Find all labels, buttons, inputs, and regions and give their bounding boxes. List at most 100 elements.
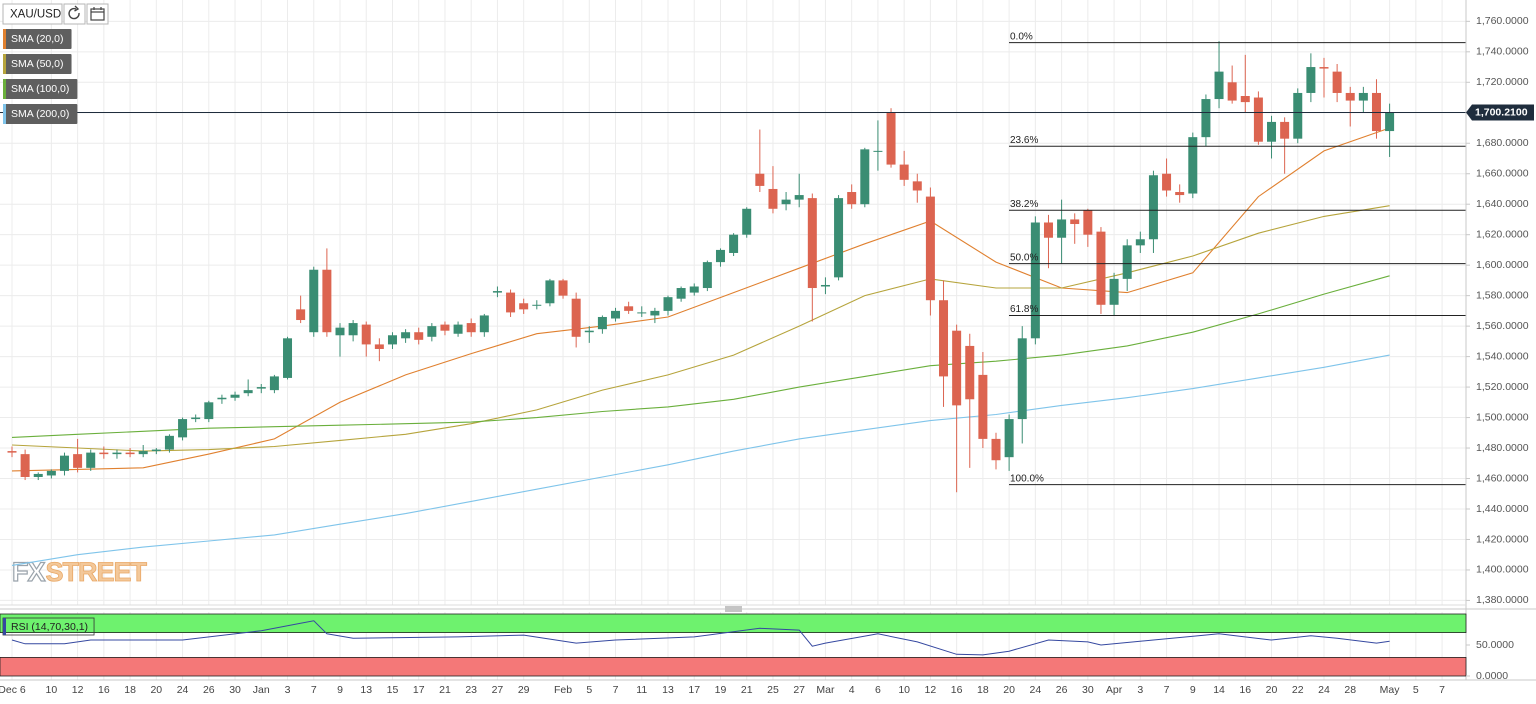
y-tick-label: 1,580.0000 bbox=[1476, 289, 1529, 301]
legend-swatch bbox=[3, 618, 6, 635]
candle-body bbox=[1385, 112, 1395, 132]
panel-resize-handle[interactable] bbox=[725, 606, 742, 612]
y-tick-label: 1,440.0000 bbox=[1476, 503, 1529, 515]
candle-body bbox=[1030, 222, 1040, 339]
candle-body bbox=[479, 315, 489, 333]
legend-label: SMA (200,0) bbox=[11, 108, 69, 120]
calendar-button[interactable] bbox=[86, 3, 109, 25]
x-tick-label: 7 bbox=[613, 684, 619, 696]
x-tick-label: 9 bbox=[337, 684, 343, 696]
candle-body bbox=[729, 234, 739, 253]
candle-body bbox=[296, 309, 306, 321]
x-tick-label: 15 bbox=[387, 684, 399, 696]
candle-body bbox=[401, 332, 411, 339]
fib-label: 23.6% bbox=[1010, 135, 1038, 146]
candle-body bbox=[689, 286, 699, 293]
candle-body bbox=[702, 262, 712, 289]
candle-body bbox=[20, 454, 30, 477]
candle-body bbox=[453, 324, 463, 334]
legend-swatch bbox=[3, 79, 6, 99]
candle-body bbox=[611, 310, 621, 319]
candle-body bbox=[912, 181, 922, 191]
candle-body bbox=[545, 280, 555, 304]
x-tick-label: 25 bbox=[767, 684, 779, 696]
candle-body bbox=[243, 390, 253, 394]
y-tick-label: 1,720.0000 bbox=[1476, 76, 1529, 88]
fib-label: 61.8% bbox=[1010, 304, 1038, 315]
candle-body bbox=[965, 345, 975, 400]
candle-body bbox=[1135, 239, 1145, 246]
x-tick-label: 19 bbox=[715, 684, 727, 696]
x-tick-label: 20 bbox=[1266, 684, 1278, 696]
x-tick-label: 13 bbox=[662, 684, 674, 696]
candle-body bbox=[1070, 219, 1080, 225]
candle-layer bbox=[7, 41, 1395, 493]
watermark: FX bbox=[12, 557, 45, 587]
candle-body bbox=[899, 164, 909, 180]
candle-body bbox=[558, 280, 568, 296]
candle-body bbox=[939, 300, 949, 377]
y-tick-label: 1,400.0000 bbox=[1476, 564, 1529, 576]
x-tick-label: 5 bbox=[586, 684, 592, 696]
x-tick-label: 5 bbox=[1413, 684, 1419, 696]
legend-label: SMA (100,0) bbox=[11, 83, 69, 95]
x-tick-label: 4 bbox=[849, 684, 855, 696]
candle-body bbox=[1280, 121, 1290, 139]
y-tick-label: 1,460.0000 bbox=[1476, 472, 1529, 484]
sma-line bbox=[11, 127, 1390, 472]
candle-body bbox=[466, 323, 476, 333]
x-tick-label: 29 bbox=[518, 684, 530, 696]
y-tick-label: 1,600.0000 bbox=[1476, 259, 1529, 271]
y-tick-label: 1,480.0000 bbox=[1476, 442, 1529, 454]
x-tick-label: 21 bbox=[439, 684, 451, 696]
candle-body bbox=[1017, 338, 1027, 420]
rsi-panel: 50.0000 0.0000 RSI (14,70,30,1) bbox=[0, 613, 1514, 682]
rsi-y-tick-label: 0.0000 bbox=[1476, 670, 1508, 682]
annotation-layer: 0.0% 23.6% 38.2% 50.0% 61.8% 100.0% bbox=[0, 31, 1466, 486]
x-tick-label: 24 bbox=[1318, 684, 1330, 696]
toolbar: XAU/USD bbox=[2, 3, 109, 25]
candle-body bbox=[361, 324, 371, 345]
candle-body bbox=[637, 312, 647, 314]
candle-body bbox=[256, 387, 266, 389]
candle-body bbox=[847, 192, 857, 205]
x-tick-label: 3 bbox=[1137, 684, 1143, 696]
candle-body bbox=[663, 297, 673, 311]
candle-body bbox=[755, 173, 765, 186]
candle-body bbox=[676, 288, 686, 299]
legend-item[interactable] bbox=[3, 29, 72, 49]
symbol-box[interactable] bbox=[2, 3, 63, 25]
y-tick-label: 1,640.0000 bbox=[1476, 198, 1529, 210]
candle-body bbox=[269, 376, 279, 391]
legend-item[interactable] bbox=[3, 79, 78, 99]
candle-body bbox=[715, 249, 725, 263]
legend-item[interactable] bbox=[3, 54, 72, 74]
candle-body bbox=[519, 303, 529, 310]
candle-body bbox=[1358, 92, 1368, 101]
x-tick-label: 6 bbox=[875, 684, 881, 696]
candle-body bbox=[1214, 71, 1224, 100]
y-tick-label: 1,500.0000 bbox=[1476, 411, 1529, 423]
x-tick-label: 23 bbox=[465, 684, 477, 696]
x-tick-label: Dec 6 bbox=[0, 684, 26, 696]
candle-body bbox=[1175, 192, 1185, 196]
symbol-label: XAU/USD bbox=[10, 9, 61, 21]
candle-body bbox=[217, 397, 227, 400]
watermark: STREET bbox=[46, 557, 148, 587]
rsi-y-tick-label: 50.0000 bbox=[1476, 639, 1514, 651]
candle-body bbox=[99, 452, 109, 455]
refresh-button[interactable] bbox=[63, 3, 86, 25]
candle-body bbox=[624, 306, 634, 311]
candle-body bbox=[1332, 71, 1342, 93]
x-tick-label: 7 bbox=[1439, 684, 1445, 696]
legend-item[interactable] bbox=[3, 104, 78, 124]
fib-label: 0.0% bbox=[1010, 31, 1033, 42]
candle-body bbox=[73, 454, 83, 468]
x-tick-label: 13 bbox=[360, 684, 372, 696]
y-tick-label: 1,760.0000 bbox=[1476, 15, 1529, 27]
candle-body bbox=[742, 208, 752, 235]
y-tick-label: 1,380.0000 bbox=[1476, 594, 1529, 606]
candle-body bbox=[584, 330, 594, 333]
candle-body bbox=[1227, 82, 1237, 101]
